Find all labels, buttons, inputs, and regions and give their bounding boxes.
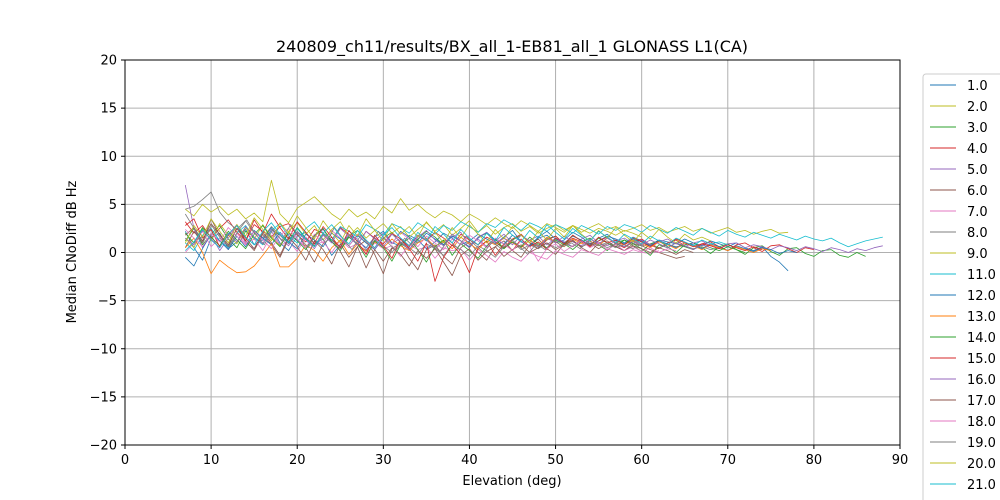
series-line-20-0 xyxy=(184,215,711,244)
y-axis-ticks: −20 −15 −10 −5 0 5 10 15 20 xyxy=(90,54,125,454)
legend-label: 12.0 xyxy=(967,289,996,304)
x-tick-label: 60 xyxy=(633,453,650,468)
chart-title: 240809_ch11/results/BX_all_1-EB81_all_1 … xyxy=(276,37,748,57)
legend-label: 19.0 xyxy=(967,436,996,451)
series-lines xyxy=(184,179,883,282)
x-tick-label: 80 xyxy=(806,453,823,468)
series-line-13-0 xyxy=(185,236,771,275)
y-tick-label: −10 xyxy=(90,342,117,357)
legend-label: 16.0 xyxy=(967,373,996,388)
legend-label: 4.0 xyxy=(967,142,988,157)
series-line-1-0 xyxy=(184,227,789,272)
x-tick-label: 90 xyxy=(892,453,909,468)
legend-label: 15.0 xyxy=(967,352,996,367)
series-line-7-0 xyxy=(185,230,660,263)
y-tick-label: 0 xyxy=(109,246,117,261)
series-line-18-0 xyxy=(185,227,677,262)
legend-label: 17.0 xyxy=(967,394,996,409)
x-tick-label: 40 xyxy=(461,453,478,468)
legend-label: 2.0 xyxy=(967,100,988,115)
x-tick-label: 20 xyxy=(289,453,306,468)
series-line-9-0 xyxy=(185,220,789,249)
legend-label: 14.0 xyxy=(967,331,996,346)
x-axis-ticks: 0 10 20 30 40 50 60 70 80 90 xyxy=(121,445,908,468)
legend-label: 11.0 xyxy=(967,268,996,283)
x-tick-label: 30 xyxy=(375,453,392,468)
series-line-2-0 xyxy=(185,179,642,238)
legend-label: 13.0 xyxy=(967,310,996,325)
y-tick-label: 10 xyxy=(100,150,117,165)
legend-label: 21.0 xyxy=(967,478,996,493)
legend-label: 20.0 xyxy=(967,457,996,472)
series-line-21-0 xyxy=(185,222,728,251)
series-line-14-0 xyxy=(185,225,746,263)
y-tick-label: 5 xyxy=(109,198,117,213)
x-tick-label: 50 xyxy=(547,453,564,468)
y-tick-label: 15 xyxy=(100,102,117,117)
legend: 1.0 2.0 3.0 4.0 5.0 6.0 7.0 8.0 9.0 11.0 12.0 13.0 1… xyxy=(922,73,1000,500)
x-tick-label: 0 xyxy=(121,453,129,468)
x-axis-title: Elevation (deg) xyxy=(462,474,561,489)
series-line-19-0 xyxy=(184,213,642,255)
legend-label: 3.0 xyxy=(967,121,988,136)
legend-frame xyxy=(922,73,1000,500)
y-tick-label: −15 xyxy=(90,390,117,405)
y-tick-label: −5 xyxy=(98,294,117,309)
x-tick-label: 10 xyxy=(203,453,220,468)
series-line-16-0 xyxy=(185,226,711,251)
legend-label: 1.0 xyxy=(967,79,988,94)
legend-label: 9.0 xyxy=(967,247,988,262)
y-axis-title: Median CNoDiff dB Hz xyxy=(65,180,80,323)
legend-label: 6.0 xyxy=(967,184,988,199)
legend-label: 5.0 xyxy=(967,163,988,178)
x-tick-label: 70 xyxy=(720,453,737,468)
y-tick-label: 20 xyxy=(100,54,117,69)
legend-label: 8.0 xyxy=(967,226,988,241)
y-tick-label: −20 xyxy=(90,439,117,454)
legend-label: 7.0 xyxy=(967,205,988,220)
legend-label: 18.0 xyxy=(967,415,996,430)
